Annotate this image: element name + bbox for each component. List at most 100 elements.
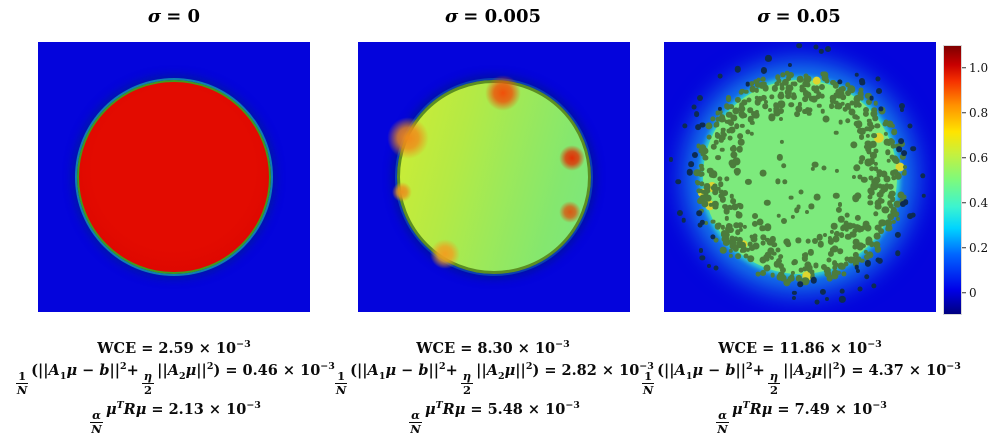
scatter-dot [718,134,726,142]
scatter-dot [717,176,723,182]
scatter-dot [865,92,872,100]
scatter-dot [812,238,819,245]
scatter-dot [889,138,896,145]
scatter-dot [795,105,803,113]
scatter-dot [873,161,878,166]
scatter-dot [803,79,811,86]
scatter-dot [697,94,704,101]
scatter-dot [724,119,729,125]
scatter-dot [868,241,875,248]
scatter-dot [774,74,781,81]
scatter-dot [717,74,723,79]
scatter-dot [885,224,893,232]
scatter-dot [728,238,737,246]
scatter-dot [874,123,880,129]
scatter-dot [729,194,734,199]
scatter-dot [884,131,889,137]
scatter-dot [858,159,864,165]
scatter-dot [726,111,733,119]
colorbar-tick-label: 0.8 [969,105,989,120]
scatter-dot [712,189,718,196]
scatter-dot [720,225,725,230]
scatter-dot [773,106,780,112]
colorbar-tick [962,246,966,249]
scatter-dot [737,138,745,146]
sigma-symbol: σ [147,6,162,27]
scatter-dot [771,242,778,248]
scatter-dot [883,175,891,183]
scatter-dot [801,277,809,285]
scatter-dot [760,269,767,276]
scatter-dot [816,91,822,97]
scatter-dot [806,264,813,271]
scatter-dot [735,211,743,219]
scatter-dot [859,128,866,135]
scatter-dot [758,82,765,89]
scatter-dot [717,110,723,115]
scatter-dot [892,128,897,133]
title-value: = 0 [166,6,201,27]
scatter-dot [877,170,883,177]
colorbar-tick-label: 0.6 [969,150,989,165]
scatter-dot [868,189,876,197]
formula-line: WCE = 11.86 × 10−3 [718,339,882,357]
scatter-dot [810,166,815,171]
scatter-dot [897,191,905,199]
scatter-dot [855,256,861,263]
scatter-dot [749,85,757,93]
scatter-dot [862,220,870,228]
scatter-dot [776,154,783,161]
scatter-dot [715,110,721,116]
scatter-dot [854,72,860,77]
scatter-dot [768,108,773,113]
scatter-dot [814,300,820,305]
scatter-dot [714,237,719,243]
scatter-dot [856,242,864,250]
scatter-dot [807,249,815,256]
scatter-dot [777,253,784,260]
scatter-dot [864,253,871,260]
scatter-dot [874,233,880,238]
scatter-dot [835,262,840,268]
scatter-dot [732,107,740,115]
scatter-dot [898,140,905,147]
scatter-dot [848,108,856,116]
scatter-dot [719,196,727,203]
scatter-dot [831,264,838,271]
scatter-dot [737,222,743,229]
scatter-dot [899,107,904,113]
scatter-dot [699,166,705,172]
scatter-dot [782,78,790,86]
scatter-dot [889,196,896,202]
scatter-dot [853,103,858,108]
scatter-dot [850,256,856,262]
scatter-dot [886,212,895,221]
scatter-dot [907,213,914,220]
scatter-dot [876,191,884,198]
scatter-dot [736,236,743,244]
scatter-dot [729,235,735,241]
scatter-dot [779,71,786,78]
scatter-dot [729,242,737,250]
scatter-dot [748,80,755,87]
scatter-dot [865,236,873,245]
scatter-dot [775,247,781,253]
scatter-dot [858,78,865,85]
scatter-dot [761,76,766,82]
scatter-dot [766,238,774,246]
scatter-dot [857,90,864,98]
heatmap-sigma-0 [38,42,310,312]
scatter-dot [696,210,702,216]
scatter-dot [810,276,817,284]
scatter-dot [873,148,879,154]
scatter-dot [763,264,771,272]
scatter-dot [736,145,744,153]
scatter-dot [887,200,893,207]
scatter-dot [842,106,848,112]
scatter-dot [697,223,703,228]
scatter-dot [885,149,891,155]
scatter-dot [798,102,803,107]
scatter-dot [839,85,846,92]
scatter-dot [735,253,741,260]
scatter-dot [852,238,860,246]
